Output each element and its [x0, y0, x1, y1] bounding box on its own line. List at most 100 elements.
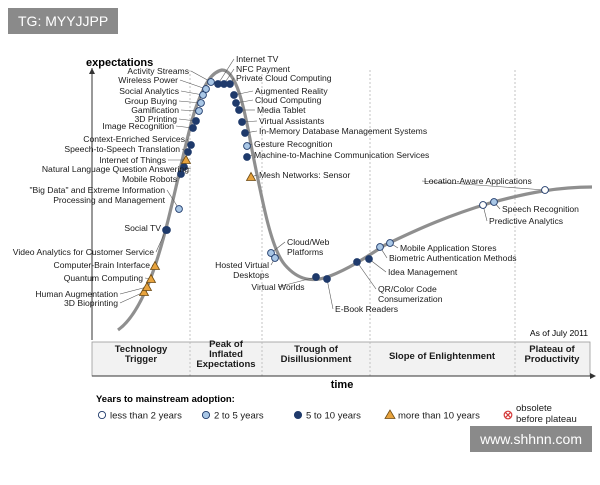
marker-3d-bioprinting [138, 286, 150, 296]
label-video-analytics-for-customer-service: Video Analytics for Customer Service [13, 247, 154, 257]
marker-hosted-virtual-desktops [271, 254, 279, 262]
watermark-top-left: TG: MYYJJPP [8, 8, 119, 34]
hype-curve-path [117, 68, 593, 332]
marker-human-augmentation [141, 281, 153, 291]
legend-marker-2to5 [201, 410, 211, 420]
marker-big-data-and-extreme-information-processing-and-management [175, 205, 183, 213]
label-idea-management: Idea Management [388, 267, 458, 277]
marker-virtual-worlds [312, 273, 320, 281]
label-in-memory-database-management-systems: In-Memory Database Management Systems [259, 126, 427, 136]
label-e-book-readers: E-Book Readers [335, 304, 398, 314]
legend-label-gt10: more than 10 years [398, 411, 480, 422]
x-axis-arrow [590, 373, 596, 379]
label-nfc-payment: NFC Payment [236, 64, 291, 74]
marker-media-tablet [235, 106, 243, 114]
label-speech-to-speech-translation: Speech-to-Speech Translation [64, 144, 180, 154]
marker-activity-streams [207, 78, 215, 86]
leader-e-book-readers [326, 278, 334, 310]
label-human-augmentation: Human Augmentation [35, 289, 118, 299]
label-hosted-virtual-desktops: Hosted Virtual Desktops [215, 260, 269, 280]
marker-internet-of-things [180, 154, 192, 164]
marker-virtual-assistants [238, 118, 246, 126]
marker-speech-recognition [490, 198, 498, 206]
marker-speech-to-speech-translation [184, 148, 192, 156]
y-axis-arrow [89, 68, 95, 74]
marker-gamification [195, 107, 203, 115]
marker-social-tv [163, 226, 171, 234]
label-social-tv: Social TV [124, 223, 161, 233]
phase-trough: Trough of Disillusionment [281, 344, 353, 365]
marker-location-aware-applications [541, 186, 549, 194]
marker-gesture-recognition [243, 142, 251, 150]
marker-image-recognition [189, 124, 197, 132]
leader-human-augmentation [119, 286, 148, 295]
label-qr-color-code-consumerization: QR/Color Code Consumerization [378, 284, 443, 304]
marker-idea-management [365, 255, 373, 263]
marker-context-enriched-services [187, 141, 195, 149]
legend: Years to mainstream adoption: less than 2… [96, 394, 577, 425]
x-axis-label: time [331, 379, 354, 391]
label-cloud-web-platforms: Cloud/Web Platforms [287, 237, 330, 257]
legend-title: Years to mainstream adoption: [96, 394, 235, 405]
label-group-buying: Group Buying [124, 96, 177, 106]
label-image-recognition: Image Recognition [102, 121, 174, 131]
marker-computer-brain-interface [149, 260, 161, 270]
marker-wireless-power [202, 85, 210, 93]
label-machine-to-machine-communication-services: Machine-to-Machine Communication Service… [254, 150, 429, 160]
label-mobile-application-stores: Mobile Application Stores [400, 243, 497, 253]
marker-cloud-computing [232, 99, 240, 107]
phase-plateau: Plateau of Productivity [525, 344, 581, 365]
label-biometric-authentication-methods: Biometric Authentication Methods [389, 253, 517, 263]
phase-labels: Technology Trigger Peak of Inflated Expectat… [115, 339, 580, 370]
marker-predictive-analytics [479, 201, 487, 209]
marker-qr-color-code-consumerization [353, 258, 361, 266]
label-speech-recognition: Speech Recognition [502, 204, 579, 214]
marker-augmented-reality [230, 91, 238, 99]
marker-mobile-application-stores [386, 239, 394, 247]
legend-marker-gt10 [384, 409, 396, 419]
phase-peak: Peak of Inflated Expectations [196, 339, 255, 370]
phase-slope: Slope of Enlightenment [389, 351, 496, 362]
marker-mesh-networks-sensor [245, 171, 257, 181]
marker-biometric-authentication-methods [376, 243, 384, 251]
label-gesture-recognition: Gesture Recognition [254, 139, 333, 149]
marker-private-cloud-computing [226, 80, 234, 88]
legend-label-2to5: 2 to 5 years [214, 411, 264, 422]
label-predictive-analytics: Predictive Analytics [489, 216, 563, 226]
marker-quantum-computing [145, 273, 157, 283]
chart-frame: expectations time As of July 2011 [86, 57, 596, 391]
as-of-date: As of July 2011 [530, 328, 588, 338]
label-natural-language-question-answering: Natural Language Question Answering [42, 164, 189, 174]
label-leaders [119, 58, 546, 310]
phase-band [91, 341, 591, 377]
label-virtual-worlds: Virtual Worlds [251, 282, 304, 292]
marker-machine-to-machine-communication-services [243, 153, 251, 161]
label-gamification: Gamification [131, 105, 179, 115]
technology-markers [138, 78, 549, 296]
label-activity-streams: Activity Streams [127, 66, 189, 76]
leader-virtual-worlds [277, 276, 317, 288]
legend-label-lt2: less than 2 years [110, 411, 182, 422]
marker-mobile-robots [177, 170, 185, 178]
label-mesh-networks-sensor: Mesh Networks: Sensor [259, 170, 350, 180]
marker-e-book-readers [323, 275, 331, 283]
legend-marker-lt2 [97, 410, 107, 420]
marker-group-buying [197, 99, 205, 107]
phase-trigger: Technology Trigger [115, 344, 168, 365]
leader-video-analytics-for-customer-service [155, 229, 167, 253]
label-private-cloud-computing: Private Cloud Computing [236, 73, 332, 83]
label-big-data-and-extreme-information-processing-and-management: "Big Data" and Extreme Information Proces… [29, 185, 165, 205]
label-media-tablet: Media Tablet [257, 105, 306, 115]
marker-in-memory-database-management-systems [241, 129, 249, 137]
label-virtual-assistants: Virtual Assistants [259, 116, 324, 126]
legend-label-5to10: 5 to 10 years [306, 411, 361, 422]
label-3d-printing: 3D Printing [134, 114, 177, 124]
leader-qr-color-code-consumerization [356, 261, 377, 290]
label-augmented-reality: Augmented Reality [255, 86, 328, 96]
label-context-enriched-services: Context-Enriched Services [83, 134, 185, 144]
hype-curve [117, 68, 593, 332]
label-internet-of-things: Internet of Things [99, 155, 166, 165]
label-quantum-computing: Quantum Computing [64, 273, 144, 283]
